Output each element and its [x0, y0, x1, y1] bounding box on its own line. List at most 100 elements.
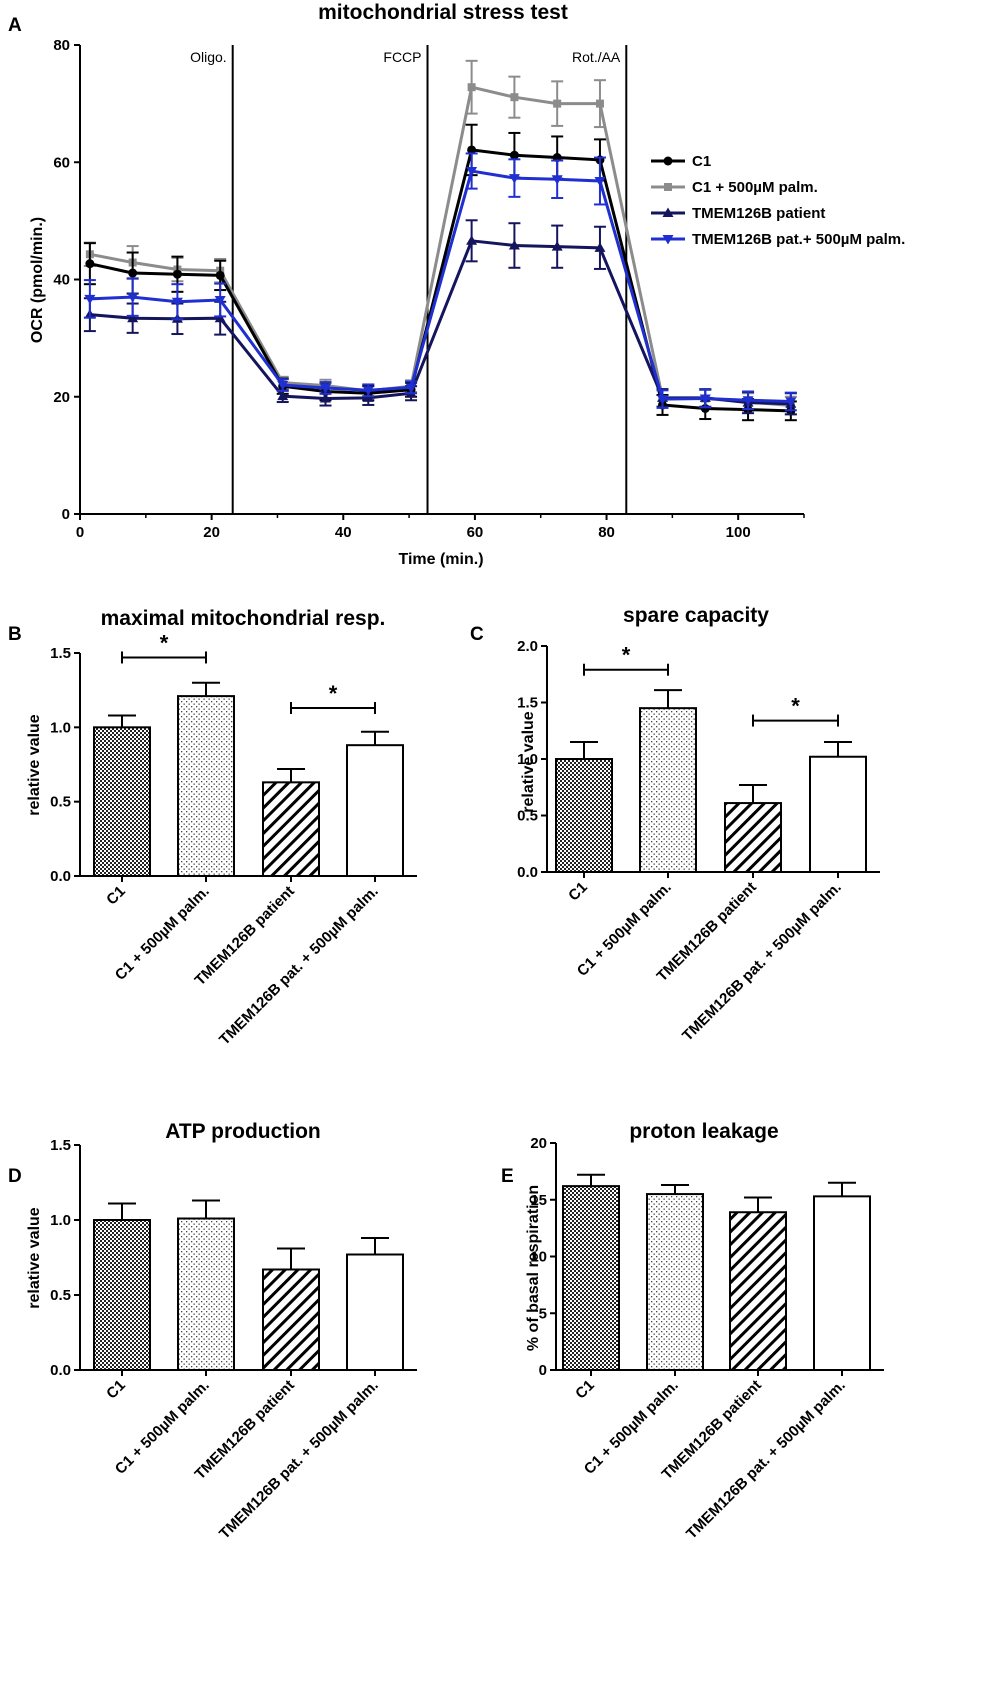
data-point [172, 269, 182, 279]
y-tick-label: 0.5 [517, 808, 538, 825]
x-tick-label: 20 [203, 524, 220, 541]
bar [346, 744, 404, 877]
series-line [89, 239, 791, 406]
category-label: TMEM126B pat. + 500µM palm. [216, 883, 382, 1049]
data-point [171, 297, 183, 308]
data-point [277, 390, 289, 401]
data-point [215, 270, 225, 280]
panel-b: B maximal mitochondrial resp. relative v… [8, 607, 417, 1049]
data-point [277, 381, 289, 391]
series-1 [83, 123, 797, 422]
y-tick-label: 10 [530, 1249, 547, 1266]
y-tick-label: 40 [53, 272, 70, 289]
y-tick-label: 0.5 [50, 1287, 71, 1304]
panel-a: A mitochondrial stress test OCR (pmol/mi… [8, 1, 905, 568]
category-label: C1 + 500µM palm. [574, 879, 675, 980]
data-point [509, 150, 519, 160]
bar [346, 1253, 404, 1371]
y-tick-label: 0.0 [50, 1362, 71, 1379]
x-tick-label: 100 [726, 524, 751, 541]
bar [262, 781, 320, 878]
x-tick-label: 40 [335, 524, 352, 541]
data-point [467, 83, 476, 92]
category-label: C1 + 500µM palm. [112, 883, 213, 984]
y-axis-label: % of basal respiration [525, 1185, 542, 1351]
panel-letter: A [8, 15, 22, 36]
y-tick-label: 60 [53, 154, 70, 171]
x-tick-label: 80 [598, 524, 615, 541]
y-axis-label: relative value [26, 714, 43, 816]
data-point [362, 386, 374, 396]
bar [813, 1195, 871, 1371]
bar [262, 1268, 320, 1371]
data-point [551, 175, 563, 185]
data-point [467, 145, 477, 155]
bar [93, 726, 151, 877]
bar [809, 755, 867, 873]
data-point [510, 93, 519, 102]
y-axis-label: relative value [26, 1207, 43, 1309]
panel-letter: E [501, 1166, 514, 1187]
chart-title: ATP production [165, 1120, 321, 1143]
data-point [699, 394, 711, 405]
y-tick-label: 5 [539, 1305, 547, 1322]
panel-e: E proton leakage % of basal respiration … [501, 1120, 884, 1543]
significance-label: * [329, 681, 338, 706]
y-tick-label: 0.0 [517, 864, 538, 881]
plot-area: 0 20 40 60 80 0 20 40 60 80 100 Oligo. FCCP Rot./AA [53, 37, 805, 541]
legend-label: TMEM126B pat.+ 500µM palm. [692, 231, 905, 248]
event-label: FCCP [383, 49, 421, 65]
category-label: TMEM126B pat. + 500µM palm. [679, 879, 845, 1045]
x-axis-label: Time (min.) [398, 551, 483, 568]
data-point [785, 397, 797, 407]
y-tick-label: 20 [53, 389, 70, 406]
legend-label: C1 + 500µM palm. [692, 179, 818, 196]
y-tick-label: 1.0 [50, 719, 71, 736]
legend-item: C1 + 500µM palm. [651, 179, 818, 196]
category-label: C1 [572, 1377, 598, 1403]
bar [555, 758, 613, 873]
series-line [89, 85, 791, 408]
data-point [656, 395, 668, 405]
panel-d: D ATP production relative value 0.0 0.5 1.… [8, 1120, 417, 1543]
y-tick-label: 1.0 [50, 1212, 71, 1229]
data-point [594, 242, 606, 252]
chart-title: maximal mitochondrial resp. [101, 607, 386, 630]
data-point [594, 177, 606, 187]
y-tick-label: 2.0 [517, 638, 538, 655]
y-tick-label: 1.5 [50, 1137, 71, 1154]
category-label: C1 [565, 879, 591, 905]
data-point [320, 383, 332, 394]
x-tick-label: 60 [467, 524, 484, 541]
bar [177, 1217, 235, 1371]
category-label: C1 [103, 1377, 129, 1403]
panel-letter: D [8, 1166, 22, 1187]
y-tick-label: 0 [539, 1362, 547, 1379]
panel-letter: B [8, 624, 22, 645]
y-tick-label: 20 [530, 1135, 547, 1152]
legend-item: TMEM126B pat.+ 500µM palm. [651, 231, 905, 248]
category-label: C1 + 500µM palm. [112, 1377, 213, 1478]
data-point [214, 312, 226, 323]
bar [177, 695, 235, 878]
data-point [742, 396, 754, 406]
data-point [214, 296, 226, 306]
category-label: TMEM126B pat. + 500µM palm. [216, 1377, 382, 1543]
chart-title: mitochondrial stress test [318, 1, 568, 24]
data-point [508, 174, 520, 184]
y-tick-label: 1.5 [50, 645, 71, 662]
legend: C1 C1 + 500µM palm. TMEM126B patient TME… [651, 153, 905, 248]
bar [724, 802, 782, 874]
y-axis-label: relative value [520, 711, 537, 813]
legend-item: TMEM126B patient [651, 205, 825, 222]
legend-label: TMEM126B patient [692, 205, 825, 222]
data-point [508, 239, 520, 250]
series-line [89, 148, 791, 413]
bar [562, 1185, 620, 1371]
x-tick-label: 0 [76, 524, 84, 541]
